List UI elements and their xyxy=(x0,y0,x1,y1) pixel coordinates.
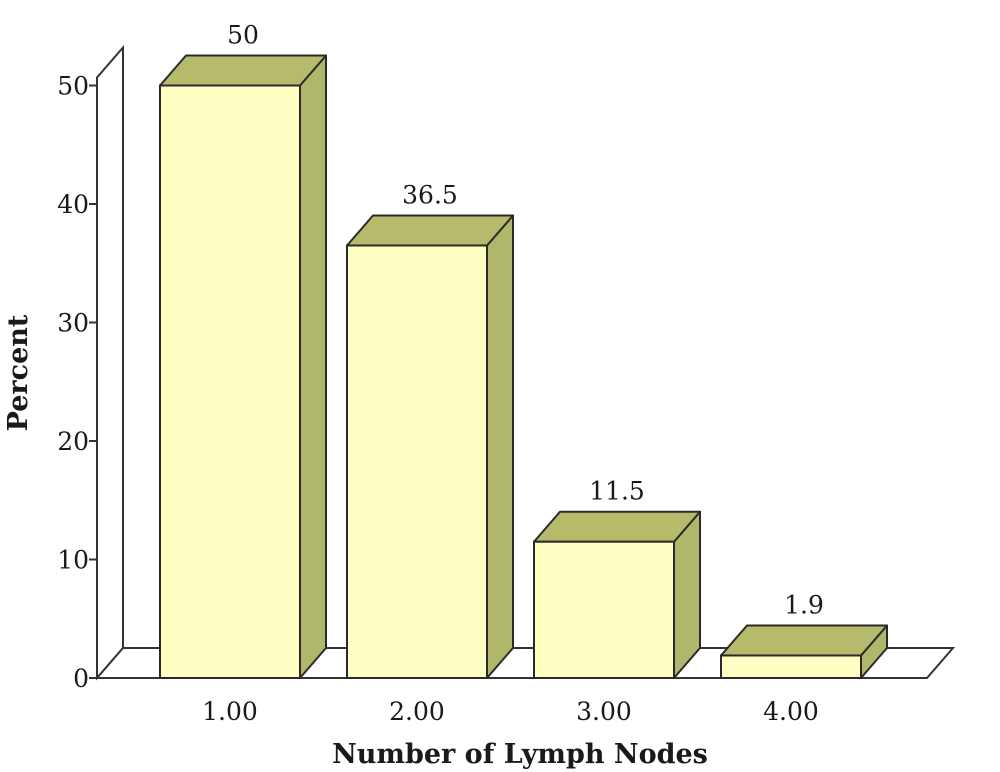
bar xyxy=(533,510,701,679)
bar-front xyxy=(346,244,488,679)
x-tick-label: 1.00 xyxy=(202,697,258,726)
x-tick-label: 4.00 xyxy=(763,697,819,726)
data-label: 36.5 xyxy=(402,180,458,209)
x-tick-label: 3.00 xyxy=(576,697,632,726)
data-label: 11.5 xyxy=(589,477,645,506)
bar-front xyxy=(533,540,675,679)
bar-front xyxy=(720,654,862,679)
data-labels: 50 36.5 11.5 1.9 xyxy=(227,21,824,620)
y-axis-ticks: 0 10 20 30 40 50 xyxy=(57,72,97,693)
x-tick-label: 2.00 xyxy=(389,697,445,726)
bar xyxy=(346,214,514,679)
x-axis-ticks: 1.00 2.00 3.00 4.00 xyxy=(202,697,819,726)
bar xyxy=(159,54,327,679)
bar-side xyxy=(299,54,327,679)
bar-side xyxy=(486,214,514,679)
data-label: 1.9 xyxy=(784,590,824,619)
y-tick-label: 30 xyxy=(57,309,89,338)
y-tick-label: 40 xyxy=(57,190,89,219)
left-wall xyxy=(96,44,124,681)
y-tick-label: 20 xyxy=(57,427,89,456)
bar-top xyxy=(346,214,514,247)
bars-group xyxy=(159,54,888,679)
y-tick-label: 50 xyxy=(57,72,89,101)
bar-top xyxy=(159,54,327,87)
y-axis-title: Percent xyxy=(3,314,34,431)
y-tick-label: 10 xyxy=(57,546,89,575)
x-axis-title: Number of Lymph Nodes xyxy=(332,739,708,770)
bar-front xyxy=(159,84,301,679)
bar-top xyxy=(533,510,701,543)
y-tick-label: 0 xyxy=(73,664,89,693)
bar xyxy=(720,624,888,679)
bar-top xyxy=(720,624,888,657)
data-label: 50 xyxy=(227,21,259,50)
